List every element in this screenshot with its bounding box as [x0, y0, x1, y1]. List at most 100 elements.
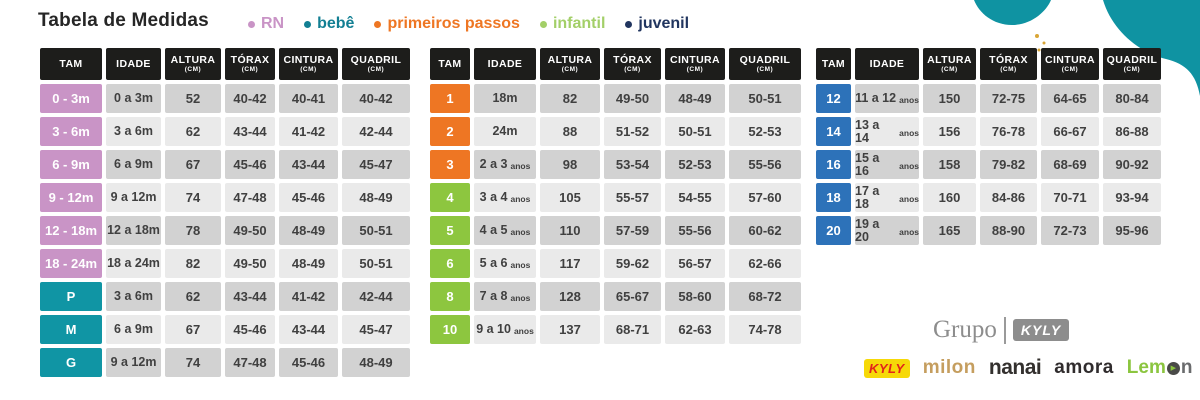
table-primeiros-passos-infantil: TAM IDADE ALTURA (CM) TÓRAX (CM) CINTURA (CM) QU…	[430, 48, 801, 344]
altura-cell: 165	[923, 216, 976, 245]
tam-cell: G	[40, 348, 102, 377]
idade-suffix: anos	[899, 160, 919, 171]
column-header: QUADRIL (CM)	[729, 48, 801, 80]
torax-cell: 76-78	[980, 117, 1037, 146]
lemon-text-n: n	[1180, 357, 1193, 378]
kyly-badge: KYLY	[1012, 319, 1070, 341]
quadril-cell: 74-78	[729, 315, 801, 344]
quadril-cell: 93-94	[1103, 183, 1161, 212]
cintura-cell: 41-42	[279, 282, 338, 311]
tam-cell: 20	[816, 216, 851, 245]
altura-cell: 105	[540, 183, 600, 212]
legend-dot-icon	[304, 20, 312, 28]
nanai-logo: nanai	[988, 356, 1042, 379]
cintura-cell: 56-57	[665, 249, 725, 278]
idade-suffix: anos	[510, 160, 531, 171]
cintura-cell: 45-46	[279, 348, 338, 377]
quadril-cell: 42-44	[342, 282, 410, 311]
tam-cell: 2	[430, 117, 470, 146]
column-header-label: TÓRAX	[230, 53, 270, 66]
tam-cell: M	[40, 315, 102, 344]
torax-cell: 47-48	[225, 183, 275, 212]
altura-cell: 88	[540, 117, 600, 146]
altura-cell: 62	[165, 117, 221, 146]
column-header-label: IDADE	[869, 57, 905, 70]
altura-cell: 82	[540, 84, 600, 113]
torax-cell: 55-57	[604, 183, 661, 212]
quadril-cell: 50-51	[342, 249, 410, 278]
tam-cell: 18	[816, 183, 851, 212]
tam-cell: 1	[430, 84, 470, 113]
column-header: IDADE	[106, 48, 161, 80]
cintura-cell: 48-49	[279, 216, 338, 245]
column-header-sub: (CM)	[941, 66, 958, 73]
column-header-label: IDADE	[116, 57, 151, 70]
cintura-cell: 41-42	[279, 117, 338, 146]
tam-cell: 4	[430, 183, 470, 212]
torax-cell: 72-75	[980, 84, 1037, 113]
legend-item-bebê: bebê	[304, 15, 354, 33]
cintura-cell: 58-60	[665, 282, 725, 311]
lemon-o-icon: o	[1166, 361, 1180, 375]
page-title: Tabela de Medidas	[38, 10, 209, 31]
tam-cell: 3 - 6m	[40, 117, 102, 146]
cintura-cell: 48-49	[279, 249, 338, 278]
column-header-label: TÓRAX	[989, 53, 1028, 66]
column-header: TÓRAX (CM)	[604, 48, 661, 80]
legend-label: infantil	[552, 15, 606, 32]
legend-label: primeiros passos	[387, 15, 520, 32]
idade-cell: 3 a 4 anos	[474, 183, 536, 212]
legend-item-rn: RN	[248, 15, 284, 33]
cintura-cell: 43-44	[279, 315, 338, 344]
column-header-sub: (CM)	[756, 66, 774, 73]
column-header: IDADE	[474, 48, 536, 80]
sparkle-dot	[1035, 34, 1039, 38]
idade-cell: 11 a 12 anos	[855, 84, 919, 113]
column-header-sub: (CM)	[1123, 66, 1141, 73]
legend-label: bebê	[317, 15, 355, 32]
tam-cell: 18 - 24m	[40, 249, 102, 278]
idade-suffix: anos	[510, 292, 531, 303]
column-header-sub: (CM)	[1000, 66, 1017, 73]
column-header-label: ALTURA	[170, 53, 216, 66]
idade-suffix: anos	[510, 259, 531, 270]
column-header-sub: (CM)	[367, 66, 385, 73]
tam-cell: 6 - 9m	[40, 150, 102, 179]
quadril-cell: 60-62	[729, 216, 801, 245]
column-header: TAM	[40, 48, 102, 80]
legend-item-juvenil: juvenil	[625, 15, 689, 33]
cintura-cell: 52-53	[665, 150, 725, 179]
quadril-cell: 48-49	[342, 183, 410, 212]
altura-cell: 158	[923, 150, 976, 179]
tam-cell: 10	[430, 315, 470, 344]
tam-cell: 0 - 3m	[40, 84, 102, 113]
quadril-cell: 45-47	[342, 150, 410, 179]
altura-cell: 78	[165, 216, 221, 245]
column-header: CINTURA (CM)	[1041, 48, 1099, 80]
cintura-cell: 40-41	[279, 84, 338, 113]
column-header-label: CINTURA	[283, 53, 334, 66]
quadril-cell: 50-51	[729, 84, 801, 113]
column-header: CINTURA (CM)	[665, 48, 725, 80]
torax-cell: 51-52	[604, 117, 661, 146]
altura-cell: 74	[165, 348, 221, 377]
tam-cell: 12	[816, 84, 851, 113]
quadril-cell: 90-92	[1103, 150, 1161, 179]
lemon-logo: Lemon	[1127, 357, 1193, 379]
tam-cell: 9 - 12m	[40, 183, 102, 212]
column-header-sub: (CM)	[561, 66, 579, 73]
tam-cell: P	[40, 282, 102, 311]
column-header-sub: (CM)	[624, 66, 641, 73]
cintura-cell: 45-46	[279, 183, 338, 212]
altura-cell: 74	[165, 183, 221, 212]
legend-label: RN	[261, 15, 285, 32]
altura-cell: 67	[165, 150, 221, 179]
quadril-cell: 62-66	[729, 249, 801, 278]
quadril-cell: 52-53	[729, 117, 801, 146]
idade-suffix: anos	[899, 94, 919, 105]
lemon-text-lem: Lem	[1126, 357, 1166, 378]
brand-logos: KYLY milon nanai amora Lemon	[864, 356, 1192, 380]
idade-cell: 15 a 16 anos	[855, 150, 919, 179]
idade-suffix: anos	[899, 127, 919, 138]
quadril-cell: 55-56	[729, 150, 801, 179]
